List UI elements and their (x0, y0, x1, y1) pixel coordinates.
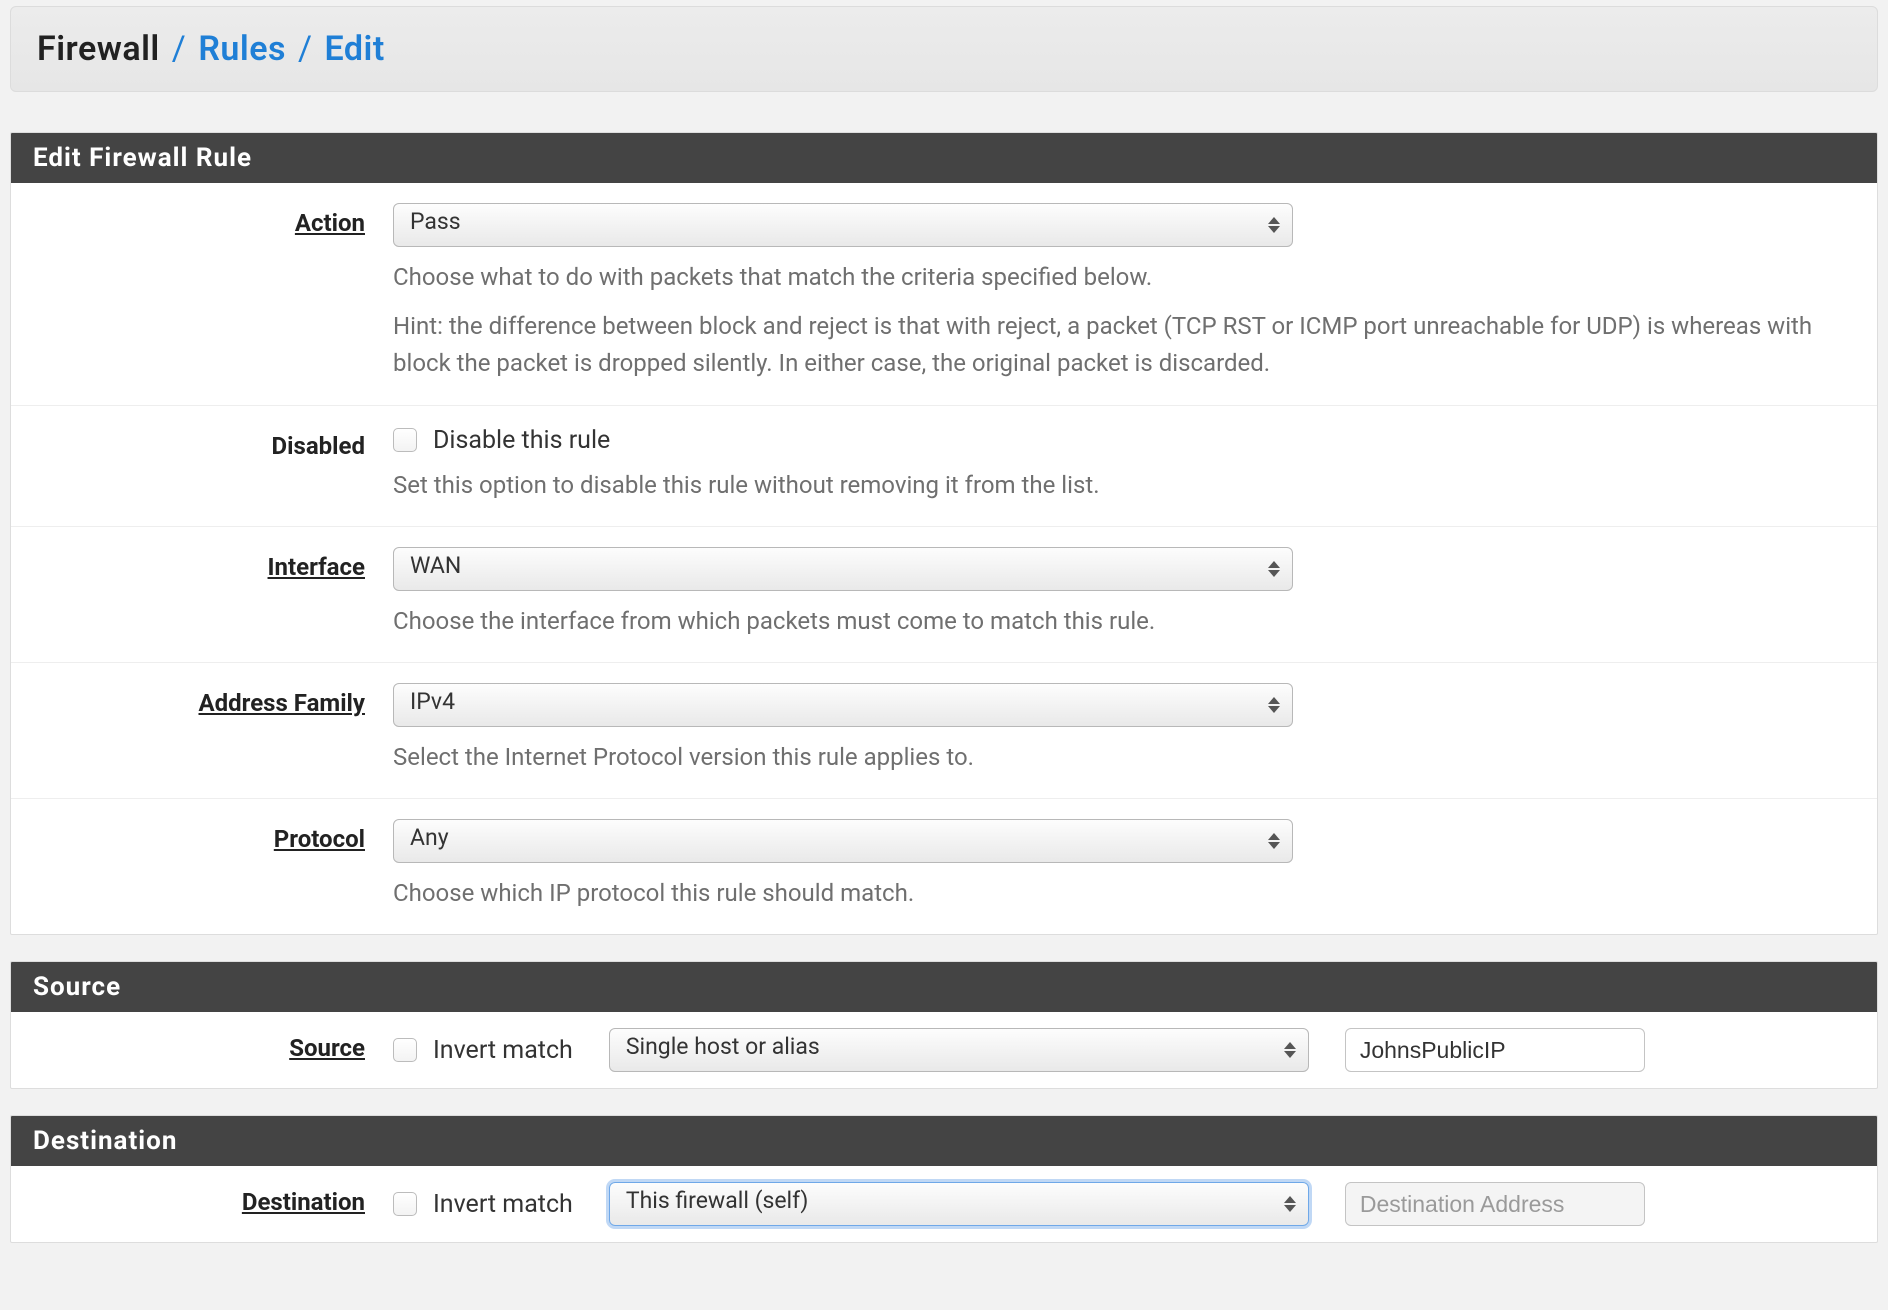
panel-header-destination: Destination (11, 1116, 1877, 1166)
protocol-hint: Choose which IP protocol this rule shoul… (393, 875, 1855, 912)
label-action: Action (33, 203, 393, 237)
action-hint-2: Hint: the difference between block and r… (393, 308, 1855, 382)
breadcrumb-rules-link[interactable]: Rules (198, 29, 286, 69)
row-address-family: Address Family IPv4 Select the Internet … (11, 663, 1877, 799)
interface-select-wrap[interactable]: WAN (393, 547, 1293, 591)
label-interface: Interface (33, 547, 393, 581)
label-destination: Destination (33, 1182, 393, 1216)
panel-source: Source Source Invert match Single host o… (10, 961, 1878, 1089)
breadcrumb-sep-2: / (298, 29, 313, 69)
row-protocol: Protocol Any Choose which IP protocol th… (11, 799, 1877, 934)
interface-hint: Choose the interface from which packets … (393, 603, 1855, 640)
disabled-hint: Set this option to disable this rule wit… (393, 467, 1855, 504)
address-family-hint: Select the Internet Protocol version thi… (393, 739, 1855, 776)
panel-destination: Destination Destination Invert match Thi… (10, 1115, 1878, 1243)
destination-invert-label: Invert match (433, 1190, 573, 1219)
disabled-checkbox[interactable] (393, 428, 417, 452)
breadcrumb-sep-1: / (172, 29, 187, 69)
row-destination: Destination Invert match This firewall (… (11, 1166, 1877, 1242)
breadcrumb: Firewall / Rules / Edit (10, 6, 1878, 92)
label-source: Source (33, 1028, 393, 1062)
action-hint-1: Choose what to do with packets that matc… (393, 259, 1855, 296)
panel-header-source: Source (11, 962, 1877, 1012)
source-type-select-wrap[interactable]: Single host or alias (609, 1028, 1309, 1072)
interface-select[interactable]: WAN (393, 547, 1293, 591)
destination-address-input (1345, 1182, 1645, 1226)
row-action: Action Pass Choose what to do with packe… (11, 183, 1877, 406)
breadcrumb-root: Firewall (37, 29, 160, 69)
protocol-select-wrap[interactable]: Any (393, 819, 1293, 863)
label-protocol: Protocol (33, 819, 393, 853)
breadcrumb-edit-link[interactable]: Edit (325, 29, 385, 69)
action-select[interactable]: Pass (393, 203, 1293, 247)
label-disabled: Disabled (33, 426, 393, 460)
source-invert-label: Invert match (433, 1036, 573, 1065)
destination-type-select-wrap[interactable]: This firewall (self) (609, 1182, 1309, 1226)
source-invert-checkbox[interactable] (393, 1038, 417, 1062)
destination-invert-checkbox[interactable] (393, 1192, 417, 1216)
row-interface: Interface WAN Choose the interface from … (11, 527, 1877, 663)
source-type-select[interactable]: Single host or alias (609, 1028, 1309, 1072)
destination-type-select[interactable]: This firewall (self) (609, 1182, 1309, 1226)
disabled-checkbox-label: Disable this rule (433, 426, 610, 455)
source-address-input[interactable] (1345, 1028, 1645, 1072)
row-source: Source Invert match Single host or alias (11, 1012, 1877, 1088)
protocol-select[interactable]: Any (393, 819, 1293, 863)
panel-header-edit-rule: Edit Firewall Rule (11, 133, 1877, 183)
label-address-family: Address Family (33, 683, 393, 717)
row-disabled: Disabled Disable this rule Set this opti… (11, 406, 1877, 527)
panel-edit-firewall-rule: Edit Firewall Rule Action Pass Choose wh… (10, 132, 1878, 935)
address-family-select[interactable]: IPv4 (393, 683, 1293, 727)
action-select-wrap[interactable]: Pass (393, 203, 1293, 247)
address-family-select-wrap[interactable]: IPv4 (393, 683, 1293, 727)
